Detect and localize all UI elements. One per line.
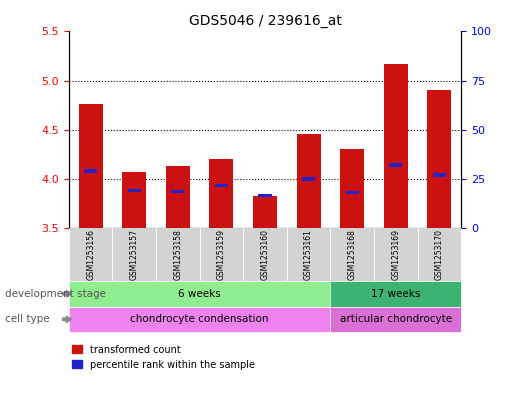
Text: GSM1253168: GSM1253168 — [348, 229, 357, 280]
Bar — [166, 166, 190, 228]
Bar — [122, 172, 146, 228]
Text: GSM1253160: GSM1253160 — [261, 229, 269, 280]
Bar — [384, 64, 408, 228]
Text: 17 weeks: 17 weeks — [371, 289, 420, 299]
Bar — [297, 134, 321, 228]
Text: GSM1253156: GSM1253156 — [86, 229, 95, 280]
Text: GSM1253169: GSM1253169 — [391, 229, 400, 280]
Bar — [215, 184, 228, 187]
Text: chondrocyte condensation: chondrocyte condensation — [130, 314, 269, 324]
Bar — [259, 194, 271, 197]
Text: GSM1253159: GSM1253159 — [217, 229, 226, 280]
Text: GSM1253157: GSM1253157 — [130, 229, 139, 280]
Text: 6 weeks: 6 weeks — [178, 289, 221, 299]
Bar — [209, 159, 233, 228]
Bar — [302, 177, 315, 180]
Text: cell type: cell type — [5, 314, 50, 324]
Text: articular chondrocyte: articular chondrocyte — [340, 314, 452, 324]
Bar — [346, 191, 359, 194]
Bar — [171, 190, 184, 193]
Legend: transformed count, percentile rank within the sample: transformed count, percentile rank withi… — [68, 341, 259, 373]
Text: GDS5046 / 239616_at: GDS5046 / 239616_at — [189, 14, 341, 28]
Bar — [79, 104, 103, 228]
Text: GSM1253170: GSM1253170 — [435, 229, 444, 280]
Text: GSM1253161: GSM1253161 — [304, 229, 313, 280]
Text: development stage: development stage — [5, 289, 107, 299]
Bar — [84, 169, 98, 173]
Bar — [389, 163, 402, 167]
Bar — [253, 195, 277, 228]
Bar — [340, 149, 364, 228]
Bar — [427, 90, 452, 228]
Bar — [432, 173, 446, 176]
Text: GSM1253158: GSM1253158 — [173, 229, 182, 280]
Bar — [128, 189, 141, 192]
